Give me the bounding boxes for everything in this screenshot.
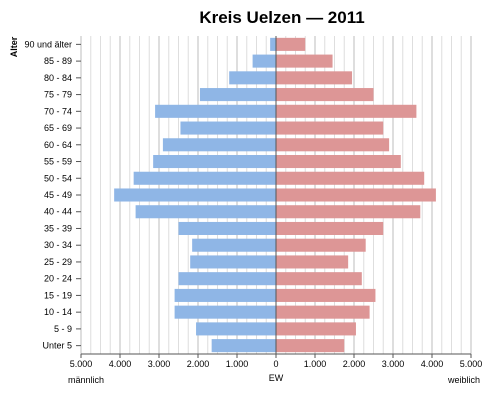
bar-male xyxy=(155,104,276,118)
category-label: 80 - 84 xyxy=(44,73,72,83)
category-label: 15 - 19 xyxy=(44,290,72,300)
bar-female xyxy=(276,288,376,302)
category-label: 55 - 59 xyxy=(44,157,72,167)
category-label: 35 - 39 xyxy=(44,223,72,233)
bar-male xyxy=(178,272,276,286)
bar-female xyxy=(276,154,401,169)
bar-female xyxy=(276,255,349,269)
category-label: 10 - 14 xyxy=(44,307,72,317)
x-tick-label: 2.000 xyxy=(343,359,366,369)
category-label: 85 - 89 xyxy=(44,56,72,66)
x-tick-label: 2.000 xyxy=(187,359,210,369)
x-tick-label: 0 xyxy=(273,359,278,369)
bar-female xyxy=(276,88,374,102)
category-label: 60 - 64 xyxy=(44,140,72,150)
bar-female xyxy=(276,188,436,202)
category-label: 90 und älter xyxy=(24,39,72,49)
category-label: 50 - 54 xyxy=(44,173,72,183)
bar-male xyxy=(270,37,276,51)
x-tick-label: 1.000 xyxy=(226,359,249,369)
bar-male xyxy=(133,171,276,185)
bar-female xyxy=(276,305,370,319)
category-label: 30 - 34 xyxy=(44,240,72,250)
male-label: männlich xyxy=(68,375,104,385)
bar-female xyxy=(276,171,425,185)
bar-male xyxy=(162,138,276,152)
bar-female xyxy=(276,54,333,68)
category-label: 5 - 9 xyxy=(54,324,72,334)
bar-male xyxy=(192,238,276,252)
bar-female xyxy=(276,272,362,286)
category-label: Unter 5 xyxy=(42,341,72,351)
bar-female xyxy=(276,205,421,219)
x-tick-label: 3.000 xyxy=(148,359,171,369)
category-label: 25 - 29 xyxy=(44,257,72,267)
category-labels: 90 und älter 85 - 89 80 - 84 75 - 79 70 - 74… xyxy=(24,39,81,351)
category-label: 45 - 49 xyxy=(44,190,72,200)
bar-female xyxy=(276,339,345,353)
x-tick-labels: 5.000 4.000 3.000 2.000 1.000 0 1.000 2.000 3.00… xyxy=(70,354,483,369)
bar-female xyxy=(276,322,356,336)
bar-female xyxy=(276,138,390,152)
x-tick-label: 1.000 xyxy=(304,359,327,369)
bar-female xyxy=(276,221,384,236)
bar-male xyxy=(153,154,276,169)
bar-female xyxy=(276,37,306,51)
bar-male xyxy=(252,54,276,68)
x-tick-label: 3.000 xyxy=(382,359,405,369)
bar-male xyxy=(114,188,277,202)
bar-male xyxy=(180,121,276,135)
category-label: 70 - 74 xyxy=(44,106,72,116)
bar-female xyxy=(276,104,417,118)
x-tick-label: 5.000 xyxy=(70,359,93,369)
x-tick-label: 4.000 xyxy=(109,359,132,369)
x-tick-label: 5.000 xyxy=(460,359,483,369)
bar-male xyxy=(174,288,276,302)
bar-female xyxy=(276,238,366,252)
chart-title: Kreis Uelzen — 2011 xyxy=(199,8,364,27)
category-label: 40 - 44 xyxy=(44,207,72,217)
bar-male xyxy=(174,305,276,319)
bar-male xyxy=(229,71,276,85)
bars-male xyxy=(114,37,277,353)
category-label: 20 - 24 xyxy=(44,274,72,284)
y-axis-label: Alter xyxy=(9,36,19,57)
bar-male xyxy=(196,322,276,336)
female-label: weiblich xyxy=(447,375,480,385)
bar-female xyxy=(276,71,353,85)
x-tick-label: 4.000 xyxy=(421,359,444,369)
bar-male xyxy=(199,88,276,102)
bar-male xyxy=(135,205,276,219)
bar-male xyxy=(190,255,276,269)
bar-female xyxy=(276,121,384,135)
bars-female xyxy=(276,37,436,353)
bar-male xyxy=(211,339,276,353)
category-label: 65 - 69 xyxy=(44,123,72,133)
bar-male xyxy=(178,221,276,236)
category-label: 75 - 79 xyxy=(44,90,72,100)
x-axis-label: EW xyxy=(269,373,284,383)
